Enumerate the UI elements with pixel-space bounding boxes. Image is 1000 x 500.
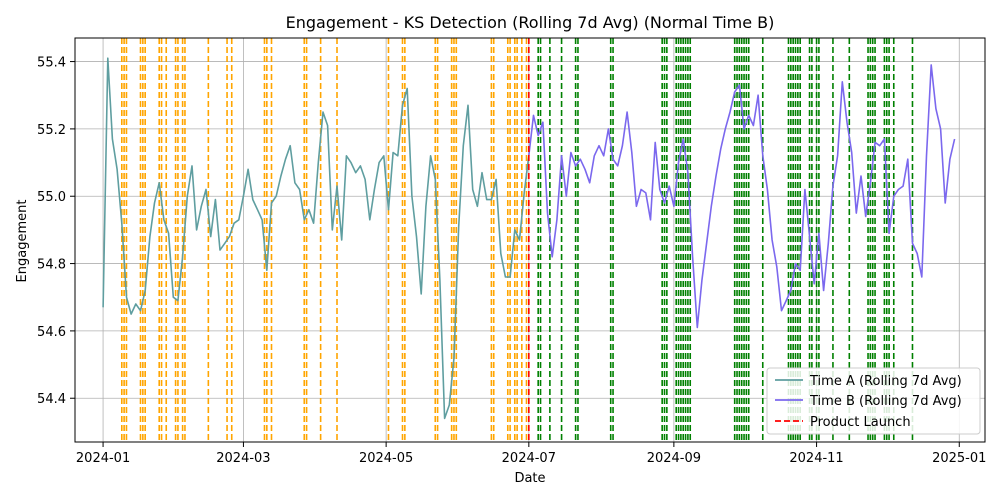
legend-label-product-launch: Product Launch bbox=[810, 415, 911, 430]
y-tick-label: 55.2 bbox=[37, 123, 66, 138]
y-tick-label: 54.4 bbox=[37, 392, 66, 407]
series-line-time-b bbox=[528, 64, 956, 329]
y-tick-label: 55.4 bbox=[37, 56, 66, 71]
x-tick-label: 2025-01 bbox=[932, 451, 986, 466]
chart-title: Engagement - KS Detection (Rolling 7d Av… bbox=[286, 13, 775, 32]
y-axis-ticks: 54.4 54.6 54.8 55.0 55.2 55.4 bbox=[37, 56, 75, 407]
legend-label-time-b: Time B (Rolling 7d Avg) bbox=[809, 394, 962, 409]
legend: Time A (Rolling 7d Avg) Time B (Rolling … bbox=[766, 367, 981, 435]
plot-frame bbox=[74, 37, 986, 443]
x-tick-label: 2024-01 bbox=[76, 451, 130, 466]
x-tick-label: 2024-11 bbox=[789, 451, 843, 466]
x-tick-label: 2024-09 bbox=[647, 451, 701, 466]
x-axis-title: Date bbox=[514, 471, 545, 486]
y-tick-label: 55.0 bbox=[37, 190, 66, 205]
legend-label-time-a: Time A (Rolling 7d Avg) bbox=[809, 374, 962, 389]
series-lines bbox=[102, 57, 956, 420]
x-tick-label: 2024-07 bbox=[502, 451, 556, 466]
y-tick-label: 54.6 bbox=[37, 325, 66, 340]
y-tick-label: 54.8 bbox=[37, 258, 66, 273]
x-tick-label: 2024-05 bbox=[359, 451, 413, 466]
series-line-time-a bbox=[102, 57, 530, 420]
y-axis-title: Engagement bbox=[15, 200, 30, 283]
x-axis-ticks: 2024-01 2024-03 2024-05 2024-07 2024-09 2024-… bbox=[76, 442, 986, 466]
legend-box bbox=[766, 367, 981, 435]
x-tick-label: 2024-03 bbox=[216, 451, 270, 466]
